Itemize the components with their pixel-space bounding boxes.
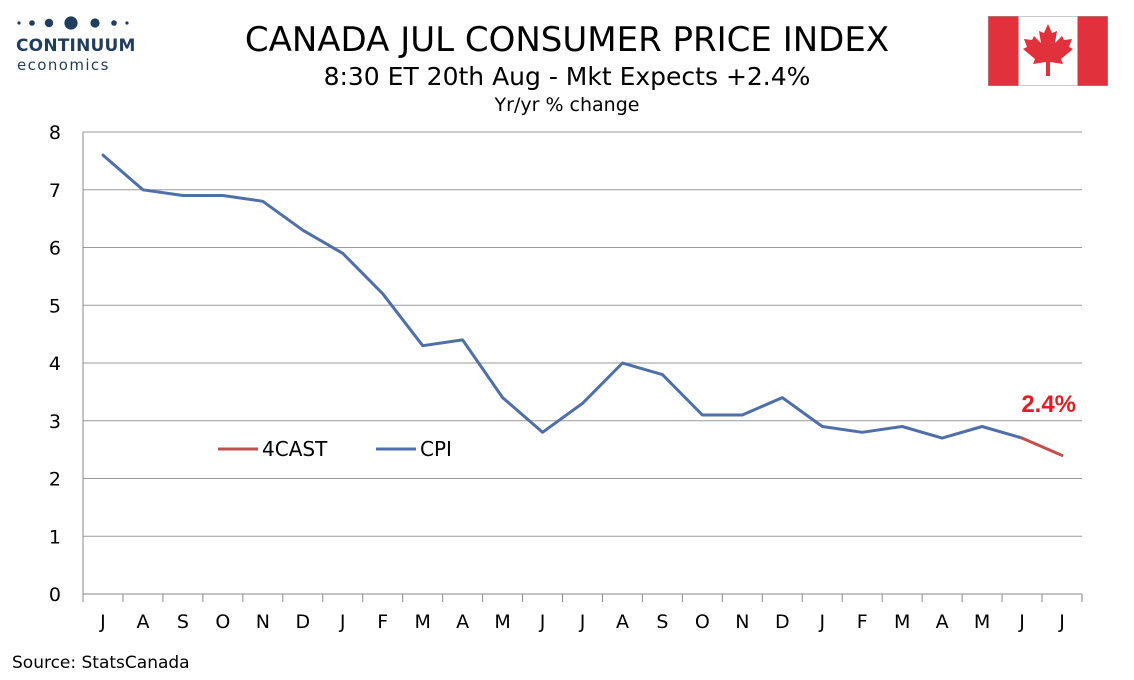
x-tick-label: A bbox=[456, 611, 469, 633]
logo-subtitle: economics bbox=[17, 56, 110, 74]
x-tick-label: M bbox=[494, 611, 510, 633]
y-tick-label: 7 bbox=[49, 180, 61, 202]
x-tick-label: S bbox=[656, 611, 668, 633]
y-tick-label: 4 bbox=[49, 353, 61, 375]
x-tick-label: F bbox=[377, 611, 388, 633]
y-tick-label: 6 bbox=[49, 238, 61, 260]
maple-leaf-icon bbox=[1023, 24, 1073, 76]
source-note: Source: StatsCanada bbox=[12, 653, 190, 673]
x-tick-label: J bbox=[1058, 611, 1065, 633]
x-tick-label: J bbox=[99, 611, 106, 633]
legend-label: CPI bbox=[420, 437, 452, 461]
x-tick-label: N bbox=[256, 611, 270, 633]
x-tick-label: M bbox=[974, 611, 990, 633]
continuum-logo: CONTINUUM economics bbox=[12, 14, 135, 74]
x-tick-label: A bbox=[616, 611, 629, 633]
y-tick-label: 3 bbox=[49, 411, 61, 433]
series-line-cpi bbox=[101, 153, 1024, 440]
y-tick-label: 0 bbox=[49, 584, 61, 606]
x-tick-label: S bbox=[177, 611, 189, 633]
x-tick-label: F bbox=[857, 611, 868, 633]
chart-subtitle: 8:30 ET 20th Aug - Mkt Expects +2.4% bbox=[323, 62, 811, 91]
x-tick-label: M bbox=[894, 611, 910, 633]
flag-right-band bbox=[1077, 16, 1108, 86]
x-tick-label: J bbox=[339, 611, 346, 633]
series-line-4cast bbox=[1020, 436, 1064, 457]
y-tick-label: 8 bbox=[49, 122, 61, 144]
x-tick-label: D bbox=[775, 611, 790, 633]
y-tick-label: 5 bbox=[49, 295, 61, 317]
chart-units: Yr/yr % change bbox=[494, 94, 640, 116]
logo-name: CONTINUUM bbox=[16, 36, 136, 56]
x-tick-label: N bbox=[735, 611, 749, 633]
x-tick-label: D bbox=[295, 611, 310, 633]
x-tick-label: M bbox=[414, 611, 430, 633]
x-tick-label: J bbox=[818, 611, 825, 633]
x-tick-label: O bbox=[215, 611, 230, 633]
flag-left-band bbox=[988, 16, 1019, 86]
canada-flag-icon bbox=[988, 16, 1108, 86]
chart-title: CANADA JUL CONSUMER PRICE INDEX bbox=[244, 20, 890, 60]
x-tick-label: J bbox=[539, 611, 546, 633]
legend-label: 4CAST bbox=[262, 437, 328, 461]
x-tick-label: O bbox=[695, 611, 710, 633]
y-tick-label: 1 bbox=[49, 526, 61, 548]
x-tick-label: A bbox=[936, 611, 949, 633]
x-tick-label: A bbox=[136, 611, 149, 633]
forecast-annotation: 2.4% bbox=[1021, 391, 1076, 418]
y-tick-label: 2 bbox=[49, 469, 61, 491]
logo-dots-icon bbox=[17, 16, 129, 30]
x-tick-label: J bbox=[579, 611, 586, 633]
x-tick-label: J bbox=[1018, 611, 1025, 633]
